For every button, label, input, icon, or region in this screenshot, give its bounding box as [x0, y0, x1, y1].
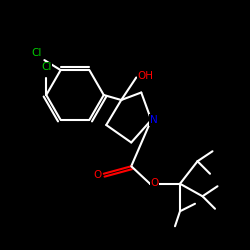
Text: OH: OH [138, 71, 154, 81]
Text: O: O [93, 170, 102, 180]
Text: Cl: Cl [32, 48, 42, 58]
Text: O: O [150, 178, 159, 188]
Text: Cl: Cl [41, 62, 51, 72]
Text: N: N [150, 115, 158, 125]
